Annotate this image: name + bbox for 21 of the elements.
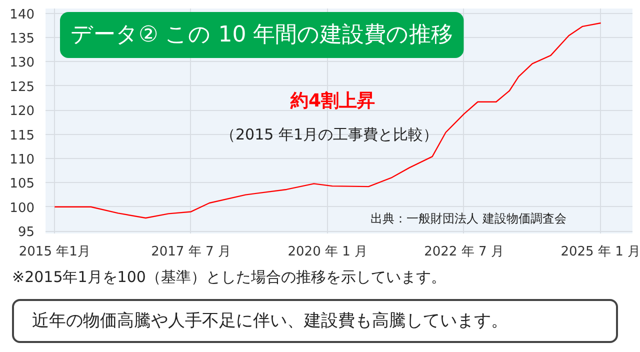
- x-tick-label: 2020 年 1 月: [288, 244, 368, 260]
- annotation: （2015 年1月の工事費と比較）: [220, 126, 438, 144]
- y-tick-label: 130: [10, 56, 35, 71]
- y-tick-label: 115: [10, 128, 35, 144]
- y-tick-label: 95: [18, 225, 35, 240]
- annotation: 約4割上昇: [290, 90, 376, 112]
- annotation: 出典：一般財団法人 建設物価調査会: [370, 212, 566, 226]
- y-tick-label: 105: [10, 176, 35, 192]
- y-tick-label: 110: [10, 152, 35, 168]
- y-tick-label: 135: [10, 32, 35, 47]
- y-tick-label: 140: [10, 7, 35, 22]
- text: ※2015年1月を100（基準）とした場合の推移を示しています。: [12, 267, 446, 288]
- text: データ② この 10 年間の建設費の推移: [70, 22, 454, 48]
- x-tick-label: 2017 年 7 月: [151, 244, 231, 260]
- x-tick-label: 2025 年 1 月: [560, 244, 640, 260]
- text: 近年の物価高騰や人手不足に伴い、建設費も高騰しています。: [32, 310, 508, 333]
- x-tick-label: 2015 年1月: [18, 244, 90, 260]
- y-tick-label: 100: [10, 200, 35, 216]
- x-tick-label: 2022 年 7 月: [424, 244, 504, 260]
- y-tick-label: 120: [10, 104, 35, 120]
- y-tick-label: 125: [10, 80, 35, 95]
